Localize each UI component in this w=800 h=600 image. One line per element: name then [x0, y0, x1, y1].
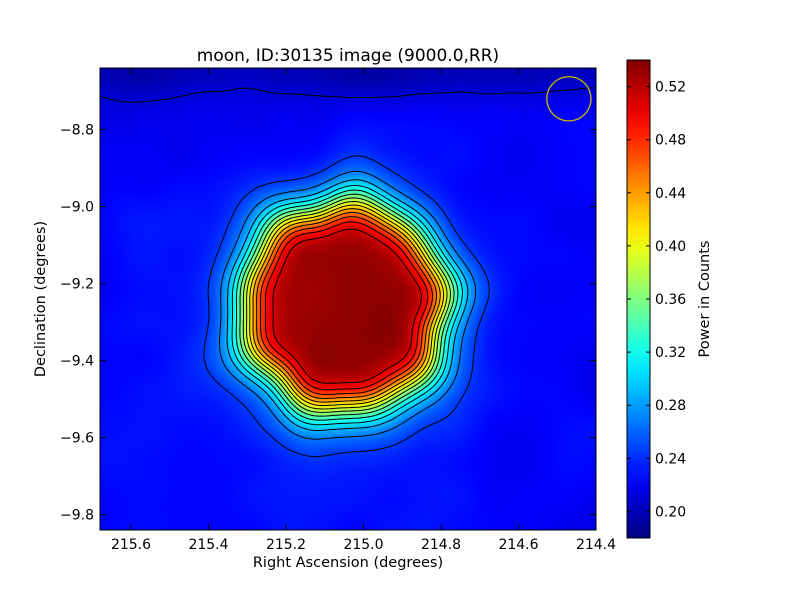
colorbar-ticks: 0.20 0.24 0.28 0.32 0.36 0.40 0.44 0.48 0.52	[627, 80, 686, 520]
x-tick-label: 215.2	[266, 537, 306, 553]
y-tick-label: −9.8	[60, 508, 94, 524]
contour-line	[252, 208, 441, 403]
chart-title: moon, ID:30135 image (9000.0,RR)	[197, 46, 499, 66]
colorbar-tick-label: 0.52	[655, 80, 686, 96]
colorbar-tick-label: 0.36	[655, 292, 686, 308]
y-tick-label: −9.4	[60, 354, 94, 370]
contour-line	[242, 197, 451, 413]
contour-line	[203, 155, 490, 458]
beam-size-marker	[546, 76, 592, 122]
y-tick-label: −8.8	[60, 123, 94, 139]
contour-line	[246, 201, 448, 410]
colorbar-label: Power in Counts	[697, 241, 713, 358]
x-tick-label: 214.8	[421, 537, 461, 553]
colorbar-tick-label: 0.40	[655, 239, 686, 255]
x-tick-label: 215.6	[111, 537, 151, 553]
colorbar-tick-label: 0.24	[655, 451, 686, 467]
contour-line	[231, 184, 463, 426]
colorbar-tick-label: 0.44	[655, 186, 686, 202]
x-axis-ticks: 215.6 215.4 215.2 215.0 214.8 214.6 214.4	[111, 68, 616, 553]
contour-lines	[101, 87, 595, 458]
x-tick-label: 214.6	[498, 537, 538, 553]
colorbar-tick-label: 0.32	[655, 345, 686, 361]
y-tick-label: −9.6	[60, 431, 94, 447]
contour-line	[249, 204, 445, 407]
contour-line	[260, 216, 434, 395]
contour-line	[265, 221, 429, 391]
contour-line	[239, 193, 455, 417]
y-axis-label: Declination (degrees)	[33, 221, 49, 377]
x-tick-label: 215.4	[188, 537, 228, 553]
colorbar: 0.20 0.24 0.28 0.32 0.36 0.40 0.44 0.48 0.52 Pow…	[626, 59, 713, 539]
colorbar-tick-label: 0.48	[655, 133, 686, 149]
heatmap-image	[100, 68, 596, 530]
contour-line	[101, 87, 595, 103]
contour-line	[235, 189, 459, 421]
contour-line	[226, 179, 469, 431]
contour-line	[256, 212, 438, 399]
plot-area: 215.6 215.4 215.2 215.0 214.8 214.6 214.4 −8.8…	[60, 67, 616, 553]
colorbar-tick-label: 0.20	[655, 504, 686, 520]
x-axis-label: Right Ascension (degrees)	[253, 555, 443, 571]
y-tick-label: −9.2	[60, 277, 94, 293]
x-tick-label: 214.4	[576, 537, 616, 553]
contour-line	[272, 228, 422, 384]
colorbar-tick-label: 0.28	[655, 398, 686, 414]
contour-line	[219, 170, 477, 440]
y-tick-label: −9.0	[60, 200, 94, 216]
y-axis-ticks: −8.8 −9.0 −9.2 −9.4 −9.6 −9.8	[60, 123, 596, 524]
plot-frame	[99, 67, 597, 531]
x-tick-label: 215.0	[343, 537, 383, 553]
